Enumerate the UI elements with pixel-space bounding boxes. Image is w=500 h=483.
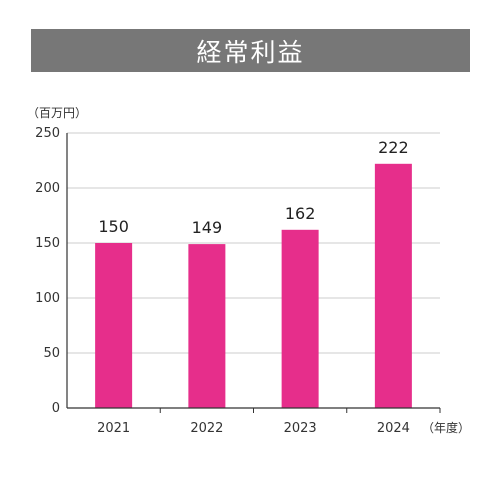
x-tick-label: 2024 [377, 421, 410, 436]
chart-title-bar: 経常利益 [31, 29, 470, 72]
bars: 150 149 162 222 [95, 138, 412, 408]
data-label-2024: 222 [378, 138, 409, 157]
axes: 0 50 100 150 200 250 2021 2022 2023 2024 [35, 126, 441, 436]
bar-2021 [95, 243, 133, 408]
data-label-2022: 149 [192, 218, 223, 237]
bar-2023 [281, 229, 319, 408]
chart-title: 経常利益 [196, 37, 305, 67]
x-tick-label: 2021 [97, 421, 130, 436]
bar-2024 [374, 163, 412, 408]
bar-2022 [188, 244, 226, 408]
x-tick-label: 2023 [284, 421, 317, 436]
y-tick-label: 150 [35, 236, 60, 251]
y-tick-label: 50 [43, 346, 60, 361]
data-label-2021: 150 [98, 217, 129, 236]
y-tick-label: 0 [52, 401, 60, 416]
y-tick-label: 250 [35, 126, 60, 141]
y-tick-label: 200 [35, 181, 60, 196]
x-tick-label: 2022 [190, 421, 223, 436]
y-axis-unit-label: （百万円） [27, 106, 87, 120]
x-axis-unit-label: （年度） [422, 420, 470, 435]
y-tick-label: 100 [35, 291, 60, 306]
data-label-2023: 162 [285, 204, 316, 223]
